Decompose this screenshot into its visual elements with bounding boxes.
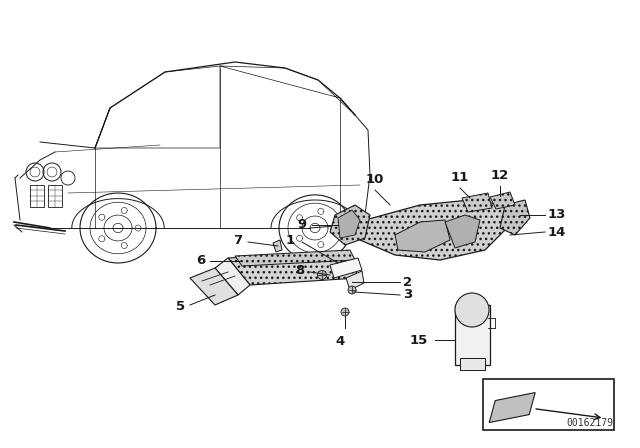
Polygon shape — [489, 392, 535, 422]
Text: 14: 14 — [548, 225, 566, 238]
Circle shape — [455, 293, 489, 327]
Text: 6: 6 — [196, 254, 205, 267]
Polygon shape — [338, 210, 360, 238]
Polygon shape — [455, 305, 490, 365]
Text: 9: 9 — [297, 219, 306, 232]
Polygon shape — [462, 193, 492, 212]
Polygon shape — [215, 258, 250, 295]
Text: 12: 12 — [491, 169, 509, 182]
Polygon shape — [228, 252, 358, 285]
Text: 8: 8 — [295, 264, 304, 277]
Polygon shape — [445, 215, 480, 248]
Polygon shape — [460, 358, 485, 370]
Bar — [483, 379, 614, 430]
Text: 3: 3 — [403, 289, 412, 302]
Polygon shape — [330, 258, 362, 278]
Text: 1: 1 — [286, 233, 295, 246]
Polygon shape — [330, 205, 370, 245]
Circle shape — [341, 308, 349, 316]
Bar — [48, 185, 62, 207]
Text: 5: 5 — [176, 301, 185, 314]
Text: 00162179: 00162179 — [566, 418, 614, 428]
Text: 10: 10 — [366, 173, 384, 186]
Circle shape — [348, 286, 356, 294]
Polygon shape — [358, 200, 510, 260]
Polygon shape — [346, 271, 364, 290]
Text: 4: 4 — [335, 335, 344, 348]
Polygon shape — [273, 240, 282, 252]
Text: 15: 15 — [410, 333, 428, 346]
Circle shape — [317, 271, 326, 280]
Polygon shape — [395, 220, 450, 252]
Text: 13: 13 — [548, 208, 566, 221]
Bar — [30, 185, 44, 207]
Polygon shape — [190, 268, 238, 305]
Polygon shape — [500, 200, 530, 235]
Polygon shape — [235, 250, 355, 266]
Polygon shape — [490, 192, 515, 209]
Text: 7: 7 — [233, 234, 242, 247]
Text: 11: 11 — [451, 171, 469, 184]
Text: 2: 2 — [403, 276, 412, 289]
